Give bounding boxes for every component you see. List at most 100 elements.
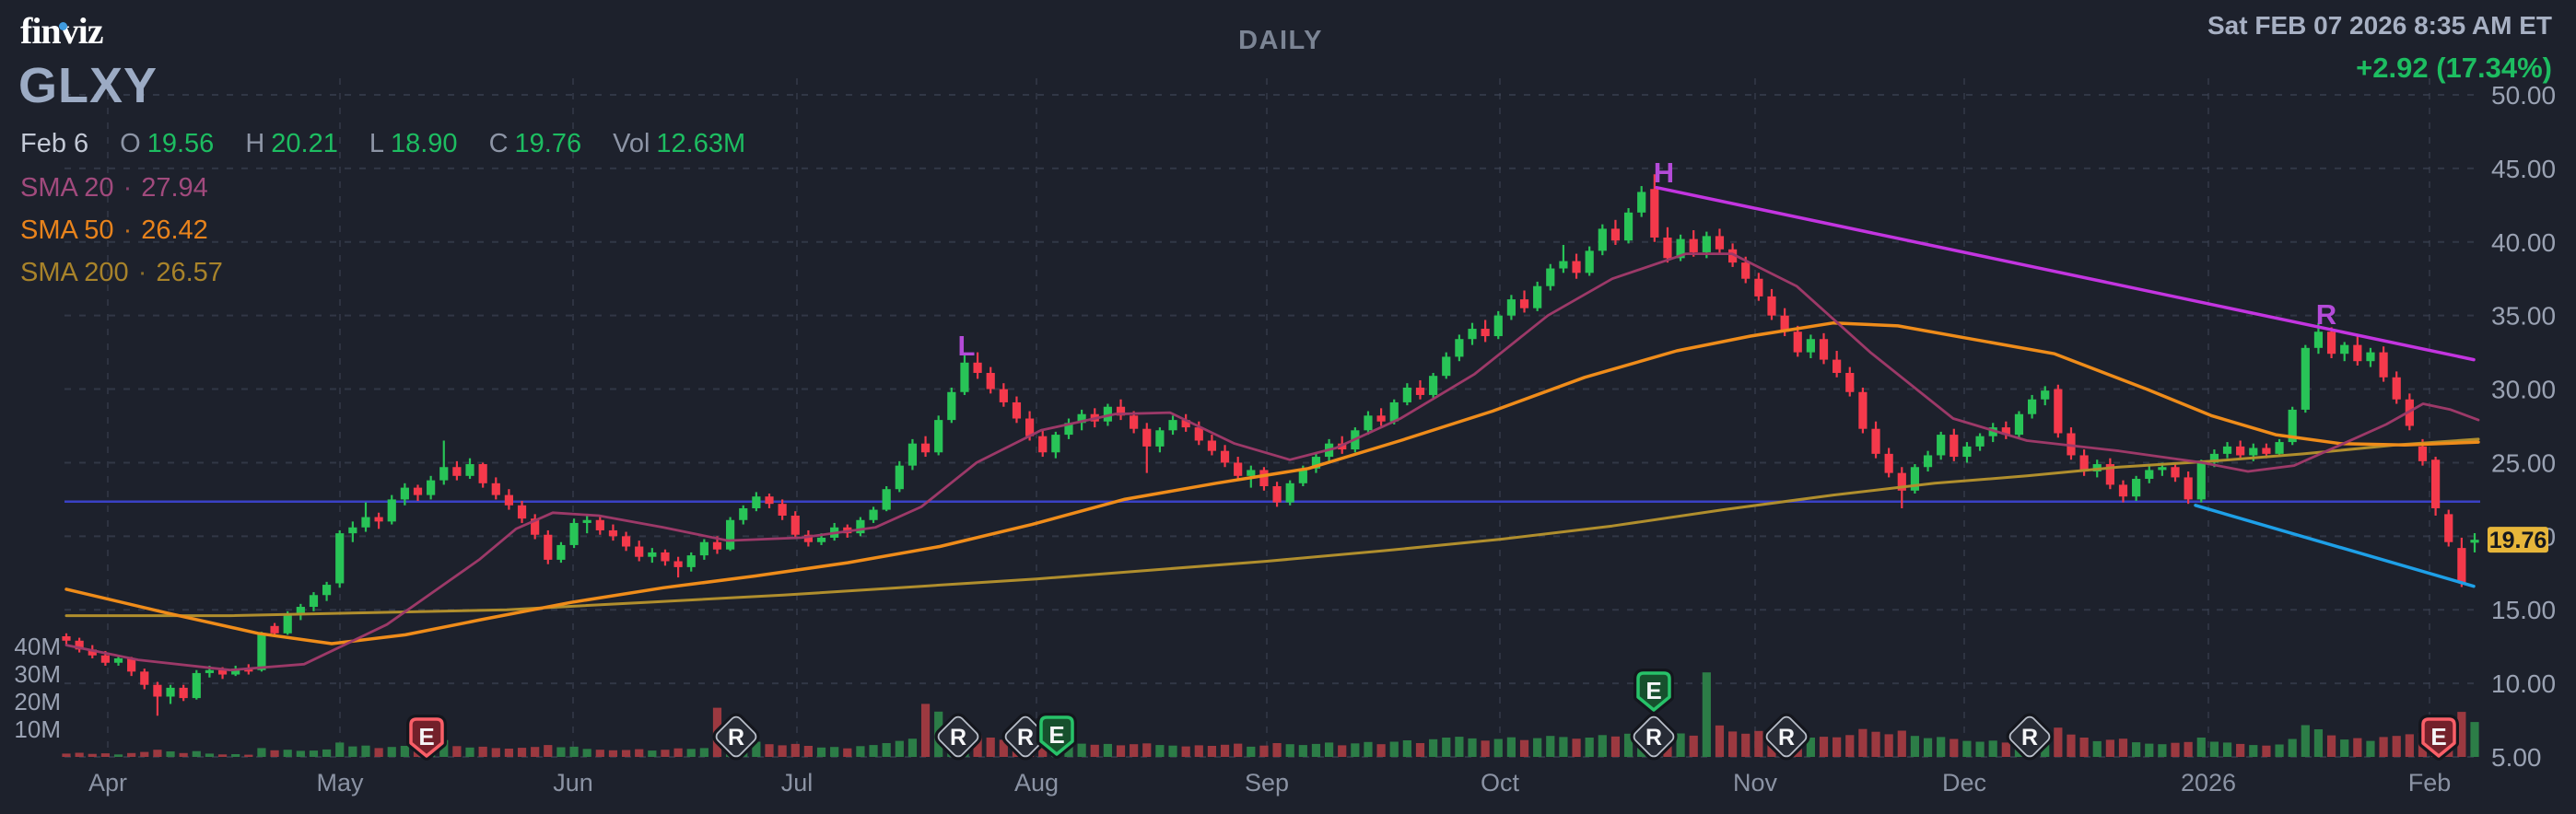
resistance-marker-R[interactable]: R bbox=[1630, 713, 1678, 761]
month-label: Aug bbox=[1014, 769, 1059, 797]
svg-text:R: R bbox=[1778, 725, 1795, 750]
volume-bar bbox=[205, 753, 215, 757]
price-tick-label: 40.00 bbox=[2491, 228, 2556, 257]
candle-up bbox=[1506, 299, 1516, 316]
volume-bar bbox=[1234, 743, 1243, 757]
sma200-label: SMA 200 bbox=[20, 258, 129, 287]
candle-down bbox=[1871, 428, 1880, 454]
candle-up bbox=[882, 489, 891, 510]
sma200-line bbox=[64, 437, 2480, 618]
volume-bar bbox=[2118, 738, 2128, 757]
volume-bar bbox=[556, 747, 566, 757]
volume-bar bbox=[517, 748, 527, 757]
finviz-logo[interactable]: finviz bbox=[20, 9, 104, 52]
candle-down bbox=[2418, 446, 2428, 461]
volume-bar bbox=[907, 738, 918, 757]
quote-row: Feb 6 O 19.56 H 20.21 L 18.90 C 19.76 Vol 12.… bbox=[20, 129, 777, 159]
candle-up bbox=[686, 555, 696, 567]
volume-bar bbox=[1676, 733, 1685, 757]
earnings-marker-E-red[interactable]: E bbox=[406, 715, 447, 761]
candle-up bbox=[2222, 446, 2232, 454]
ticker-symbol: GLXY bbox=[18, 58, 158, 113]
volume-bar bbox=[621, 750, 631, 757]
candle-down bbox=[100, 655, 110, 663]
price-tick-label: 50.00 bbox=[2491, 81, 2556, 110]
candle-down bbox=[595, 519, 604, 530]
candle-down bbox=[127, 657, 136, 672]
month-label: Jul bbox=[781, 769, 814, 797]
earnings-marker-E-red[interactable]: E bbox=[2418, 715, 2459, 761]
candle-up bbox=[1806, 339, 1815, 353]
candle-down bbox=[491, 483, 500, 495]
resistance-marker-R[interactable]: R bbox=[712, 713, 760, 761]
volume-bar bbox=[335, 742, 345, 757]
candle-up bbox=[2132, 479, 2141, 497]
resistance-marker-R[interactable]: R bbox=[2006, 713, 2054, 761]
last-price-tag-value: 19.76 bbox=[2489, 528, 2547, 553]
candle-down bbox=[2171, 467, 2180, 478]
candle-up bbox=[348, 527, 357, 534]
earnings-marker-E-green[interactable]: E bbox=[1633, 669, 1674, 715]
candle-up bbox=[439, 467, 449, 481]
candle-down bbox=[452, 467, 462, 476]
volume-bar bbox=[882, 743, 891, 757]
volume-bar bbox=[1845, 735, 1855, 757]
volume-bar bbox=[270, 750, 279, 757]
month-label: Nov bbox=[1733, 769, 1778, 797]
candle-up bbox=[2366, 352, 2375, 362]
volume-bar bbox=[1038, 741, 1048, 757]
candle-up bbox=[1585, 250, 1594, 273]
volume-bar bbox=[986, 738, 995, 757]
volume-bar bbox=[1168, 745, 1177, 757]
low-value: 18.90 bbox=[390, 129, 458, 158]
candle-up bbox=[2288, 409, 2297, 443]
resistance-marker-R[interactable]: R bbox=[1762, 713, 1810, 761]
candle-down bbox=[920, 443, 931, 453]
candle-down bbox=[2326, 331, 2336, 355]
candle-up bbox=[1077, 413, 1086, 424]
candle-down bbox=[1012, 401, 1022, 419]
volume-bar bbox=[1910, 736, 1920, 757]
volume-bar bbox=[1481, 740, 1490, 757]
volume-bar bbox=[2470, 722, 2479, 757]
candle-down bbox=[999, 389, 1008, 402]
candle-up bbox=[335, 533, 345, 584]
trendline-short-term-downtrend bbox=[2194, 504, 2476, 588]
volume-bar bbox=[1324, 742, 1334, 757]
volume-tick-label: 20M bbox=[14, 688, 61, 715]
volume-bar bbox=[661, 750, 670, 757]
candle-up bbox=[1155, 430, 1165, 447]
candle-up bbox=[2470, 540, 2479, 543]
volume-bar bbox=[648, 750, 657, 757]
volume-bar bbox=[2132, 742, 2141, 757]
resistance-marker-R[interactable]: R bbox=[1001, 713, 1049, 761]
volume-bar bbox=[1897, 730, 1906, 757]
candle-up bbox=[1637, 192, 1646, 213]
volume-bar bbox=[765, 744, 774, 757]
volume-bar bbox=[2262, 745, 2271, 757]
timeframe-label[interactable]: DAILY bbox=[1238, 26, 1323, 55]
candle-up bbox=[1168, 420, 1177, 431]
candle-down bbox=[544, 534, 553, 560]
earnings-marker-E-green[interactable]: E bbox=[1036, 713, 1077, 759]
finviz-logo-text: finviz bbox=[20, 10, 104, 52]
volume-bar bbox=[1728, 731, 1738, 757]
volume-bar bbox=[348, 746, 357, 757]
candle-down bbox=[621, 536, 631, 547]
candle-up bbox=[1623, 212, 1633, 241]
volume-bar bbox=[1832, 737, 1842, 757]
volume-bar bbox=[62, 753, 71, 757]
month-label: May bbox=[316, 769, 364, 797]
volume-bar bbox=[2196, 738, 2206, 757]
volume-bar bbox=[1338, 745, 1347, 757]
candle-up bbox=[1676, 238, 1685, 259]
volume-bar bbox=[257, 748, 266, 757]
candle-up bbox=[1402, 387, 1411, 402]
trendline-downtrend-from-high bbox=[1655, 185, 2476, 362]
candle-up bbox=[1442, 356, 1451, 377]
resistance-marker-R[interactable]: R bbox=[934, 713, 982, 761]
candle-down bbox=[2001, 427, 2010, 436]
volume-bar bbox=[1402, 740, 1411, 757]
candle-down bbox=[1650, 189, 1659, 238]
candle-down bbox=[1181, 420, 1190, 428]
